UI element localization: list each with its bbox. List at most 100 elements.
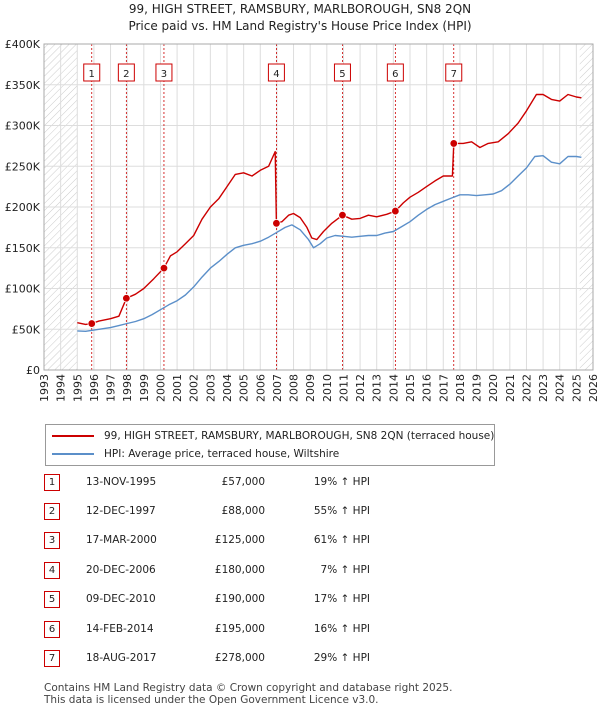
sale-date: 09-DEC-2010 [86, 593, 156, 605]
chart-title: 99, HIGH STREET, RAMSBURY, MARLBOROUGH, … [0, 1, 600, 35]
sale-marker-label: 4 [273, 69, 279, 80]
x-tick-label: 1999 [138, 374, 151, 402]
x-tick-label: 2000 [154, 374, 167, 402]
x-tick-label: 2022 [520, 374, 533, 402]
sale-row: 5 09-DEC-2010 £190,000 17% ↑ HPI [0, 587, 600, 616]
x-tick-label: 2023 [537, 374, 550, 402]
x-tick-label: 2005 [238, 374, 251, 402]
sale-row: 6 14-FEB-2014 £195,000 16% ↑ HPI [0, 617, 600, 646]
sale-marker [159, 263, 169, 273]
y-tick-label: £300K [5, 120, 41, 133]
sale-number: 4 [44, 562, 60, 579]
x-tick-label: 2012 [354, 374, 367, 402]
title-line-1: 99, HIGH STREET, RAMSBURY, MARLBOROUGH, … [128, 2, 472, 16]
sale-marker-box [267, 63, 285, 82]
sale-price: £125,000 [214, 534, 265, 546]
sales-table: 1 13-NOV-1995 £57,000 19% ↑ HPI 2 12-DEC… [0, 470, 600, 680]
x-tick-label: 2010 [321, 374, 334, 402]
sale-date: 20-DEC-2006 [86, 564, 156, 576]
sale-date: 14-FEB-2014 [86, 623, 154, 635]
price-chart: 1 2 3 4 5 6 7 £0 £50K £100K £150K £200K £250K £300K £… [5, 38, 600, 402]
sale-hpi-diff: 61% ↑ HPI [313, 534, 370, 546]
sale-price: £88,000 [221, 505, 265, 517]
sale-row: 7 18-AUG-2017 £278,000 29% ↑ HPI [0, 646, 600, 675]
sale-marker-box [445, 63, 463, 82]
sale-price: £278,000 [214, 652, 265, 664]
sale-marker [87, 319, 96, 328]
sale-number: 6 [44, 621, 60, 638]
x-tick-label: 2013 [371, 374, 384, 402]
sale-number: 2 [44, 503, 60, 520]
sale-date: 13-NOV-1995 [86, 476, 157, 488]
sale-marker-label: 1 [89, 69, 95, 80]
sale-marker-label: 5 [339, 69, 345, 80]
sale-row: 4 20-DEC-2006 £180,000 7% ↑ HPI [0, 558, 600, 587]
sale-hpi-diff: 29% ↑ HPI [313, 652, 370, 664]
x-tick-label: 1993 [38, 374, 51, 402]
footer: Contains HM Land Registry data © Crown c… [44, 682, 452, 706]
x-tick-label: 2019 [471, 374, 484, 402]
x-tick-label: 2004 [221, 374, 234, 402]
footer-line-2: This data is licensed under the Open Gov… [44, 694, 379, 706]
sale-hpi-diff: 17% ↑ HPI [313, 593, 370, 605]
sale-marker-box [386, 63, 404, 82]
y-tick-label: £250K [5, 160, 41, 173]
y-tick-label: £350K [5, 79, 41, 92]
x-tick-label: 2011 [337, 374, 350, 402]
x-tick-label: 1994 [55, 374, 68, 402]
sale-hpi-diff: 19% ↑ HPI [313, 476, 370, 488]
sale-marker-label: 3 [161, 69, 167, 80]
footer-line-1: Contains HM Land Registry data © Crown c… [44, 682, 453, 694]
sale-price: £190,000 [214, 593, 265, 605]
sale-marker [122, 294, 131, 303]
x-tick-label: 2024 [554, 374, 567, 402]
sale-row: 2 12-DEC-1997 £88,000 55% ↑ HPI [0, 499, 600, 528]
sale-hpi-diff: 7% ↑ HPI [320, 564, 370, 576]
x-tick-label: 2021 [504, 374, 517, 402]
y-tick-label: £50K [12, 323, 41, 336]
sale-marker [391, 206, 400, 216]
x-tick-label: 2026 [587, 374, 600, 402]
sale-hpi-diff: 55% ↑ HPI [313, 505, 370, 517]
x-tick-label: 2002 [188, 374, 201, 402]
x-tick-label: 1997 [105, 374, 118, 402]
legend-item-hpi: HPI: Average price, terraced house, Wilt… [46, 445, 339, 463]
y-tick-label: £100K [5, 283, 41, 296]
legend-swatch-property [52, 435, 94, 437]
x-tick-label: 1998 [121, 374, 134, 402]
sale-price: £57,000 [221, 476, 265, 488]
x-tick-label: 2020 [487, 374, 500, 402]
sale-marker [449, 139, 458, 148]
hpi-line [77, 155, 582, 332]
legend-swatch-hpi [52, 453, 94, 455]
x-tick-label: 2008 [288, 374, 301, 402]
legend-item-property: 99, HIGH STREET, RAMSBURY, MARLBOROUGH, … [46, 427, 494, 445]
x-tick-label: 2025 [570, 374, 583, 402]
plot-border [43, 43, 594, 371]
sale-marker [338, 210, 347, 220]
sale-marker-box [83, 63, 101, 82]
y-tick-label: £200K [5, 201, 41, 214]
y-tick-label: £150K [5, 242, 41, 255]
legend-label-property: 99, HIGH STREET, RAMSBURY, MARLBOROUGH, … [104, 430, 495, 442]
sale-marker-box [117, 63, 135, 82]
x-tick-label: 2017 [437, 374, 450, 402]
sale-number: 1 [44, 474, 60, 491]
x-tick-label: 2016 [421, 374, 434, 402]
sale-marker-label: 7 [451, 69, 457, 80]
legend-label-hpi: HPI: Average price, terraced house, Wilt… [104, 448, 340, 460]
x-tick-label: 2014 [387, 374, 400, 402]
sale-row: 1 13-NOV-1995 £57,000 19% ↑ HPI [0, 470, 600, 499]
sale-price: £195,000 [214, 623, 265, 635]
x-tick-label: 1995 [71, 374, 84, 402]
sale-marker-label: 6 [392, 69, 398, 80]
sale-marker [272, 219, 281, 228]
sale-marker-box [333, 63, 351, 82]
sale-date: 12-DEC-1997 [86, 505, 156, 517]
sale-price: £180,000 [214, 564, 265, 576]
sale-marker-label: 2 [123, 69, 129, 80]
y-tick-label: £0 [26, 364, 40, 377]
x-tick-label: 2007 [271, 374, 284, 402]
x-tick-label: 2003 [204, 374, 217, 402]
y-tick-label: £400K [5, 38, 41, 51]
